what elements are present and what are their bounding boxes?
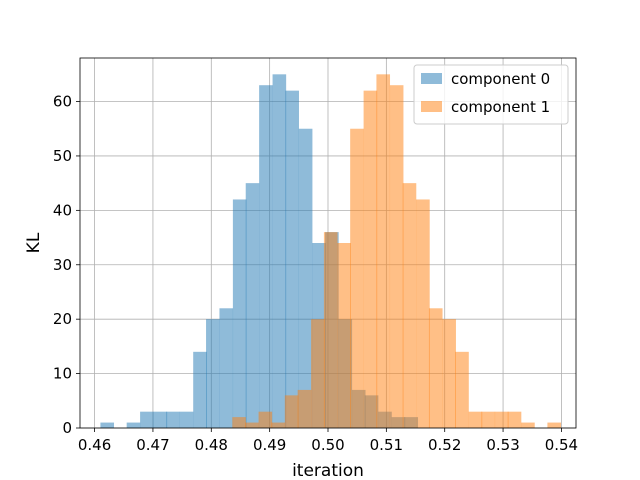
histogram-bar-component-1: [507, 411, 522, 428]
x-tick-label: 0.49: [253, 436, 286, 454]
histogram-bar-component-0: [193, 351, 207, 428]
y-tick-label: 60: [53, 93, 72, 111]
histogram-bar-component-1: [363, 90, 378, 428]
histogram-bar-component-1: [494, 411, 509, 428]
histogram-bar-component-0: [298, 128, 313, 428]
histogram-bar-component-1: [271, 422, 285, 428]
x-tick-label: 0.53: [486, 436, 519, 454]
y-tick-label: 30: [53, 256, 72, 274]
histogram-bar-component-0: [179, 411, 194, 428]
histogram-bar-component-1: [455, 351, 469, 428]
x-tick-label: 0.46: [78, 436, 111, 454]
x-tick-label: 0.54: [545, 436, 578, 454]
ticks: 0.46 0.47 0.48 0.49 0.50 0.51 0.52 0.53 0.54 0 10 2…: [53, 93, 578, 454]
x-axis-label: iteration: [292, 461, 364, 480]
histogram-bar-component-0: [206, 319, 220, 428]
histogram-bar-component-1: [389, 85, 404, 429]
histogram-bar-component-1: [258, 411, 273, 428]
x-tick-label: 0.52: [428, 436, 461, 454]
bars: [100, 74, 561, 429]
histogram-bar-component-1: [337, 243, 351, 428]
histogram-bar-component-1: [416, 199, 430, 428]
histogram-bar-component-0: [153, 411, 168, 428]
x-tick-label: 0.51: [370, 436, 403, 454]
histogram-bar-component-1: [311, 319, 325, 428]
histogram-bar-component-0: [232, 199, 247, 428]
histogram-bar-component-0: [245, 183, 260, 428]
histogram-bar-component-1: [481, 411, 496, 428]
legend-frame: [413, 64, 569, 125]
legend-label-component-1: component 1: [451, 98, 550, 116]
histogram-bar-component-0: [140, 411, 154, 428]
legend-swatch-component-1: [421, 101, 442, 112]
y-tick-label: 40: [53, 201, 72, 219]
histogram-bar-component-0: [272, 74, 287, 428]
histogram-bar-component-1: [376, 74, 391, 428]
histogram-bar-component-1: [323, 232, 338, 428]
histogram-bar-component-1: [297, 389, 312, 428]
y-tick-label: 0: [62, 419, 72, 437]
legend-label-component-0: component 0: [451, 70, 550, 88]
y-axis-label: KL: [24, 232, 44, 253]
x-tick-label: 0.47: [136, 436, 169, 454]
y-tick-label: 10: [53, 365, 72, 383]
legend: component 0 component 1: [413, 64, 569, 125]
y-tick-label: 50: [53, 147, 72, 165]
histogram-bar-component-1: [468, 411, 483, 428]
y-tick-label: 20: [53, 310, 72, 328]
histogram-bar-component-1: [350, 128, 364, 428]
histogram-bar-component-1: [402, 183, 417, 428]
histogram-bar-component-0: [126, 422, 141, 428]
histogram-bar-component-1: [232, 417, 246, 428]
legend-swatch-component-0: [421, 73, 442, 84]
x-tick-label: 0.50: [311, 436, 344, 454]
histogram-bar-component-1: [521, 422, 535, 428]
histogram-bar-component-1: [245, 422, 259, 428]
histogram-bar-component-1: [428, 308, 443, 428]
histogram-bar-component-1: [284, 395, 299, 428]
histogram-bar-component-0: [166, 411, 180, 428]
histogram-bar-component-1: [547, 422, 561, 428]
x-tick-label: 0.48: [195, 436, 228, 454]
histogram-bar-component-0: [285, 90, 299, 428]
histogram-bar-component-0: [259, 85, 273, 429]
histogram-bar-component-0: [219, 308, 234, 428]
histogram-bar-component-0: [100, 422, 115, 428]
histogram-bar-component-1: [442, 319, 456, 428]
